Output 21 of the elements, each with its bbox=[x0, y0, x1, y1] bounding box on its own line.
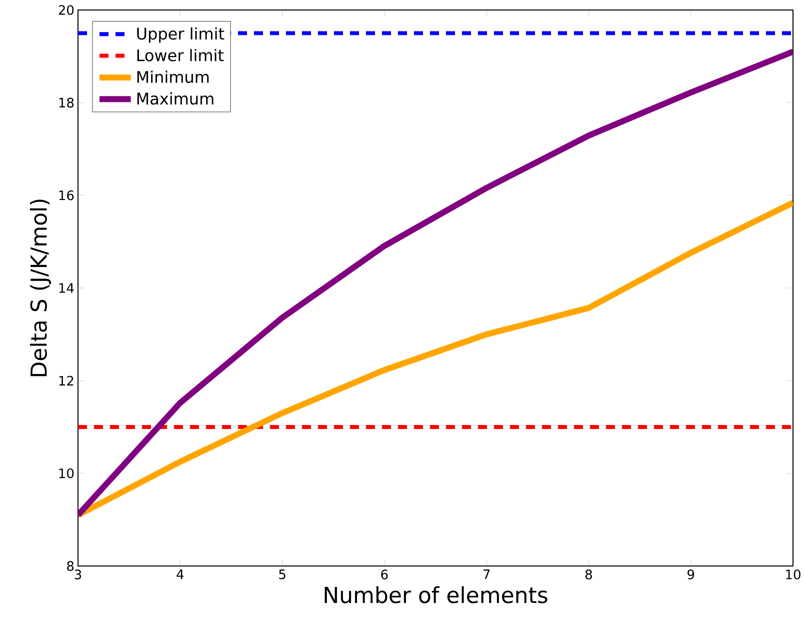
legend-label: Maximum bbox=[137, 92, 214, 105]
x-axis-title: Number of elements bbox=[324, 586, 548, 604]
y-tick-label: 20 bbox=[58, 5, 74, 15]
ref-line-label: Upper limit bbox=[137, 27, 224, 43]
y-tick-label: 8 bbox=[67, 561, 74, 571]
y-tick-label: 10 bbox=[59, 468, 74, 478]
y-tick-label: 14 bbox=[59, 283, 74, 293]
y-tick-label: 12 bbox=[59, 376, 74, 386]
x-tick-label: 10 bbox=[786, 570, 800, 580]
x-tick-label: 9 bbox=[688, 570, 694, 580]
x-tick-label: 5 bbox=[279, 570, 286, 580]
y-tick-label: 16 bbox=[59, 190, 74, 200]
legend-label: Minimum bbox=[137, 70, 209, 84]
x-tick-label: 4 bbox=[176, 570, 184, 580]
y-tick-label: 18 bbox=[59, 98, 74, 108]
x-tick-label: 6 bbox=[381, 570, 388, 580]
x-tick-label: 3 bbox=[74, 570, 82, 580]
x-tick-label: 7 bbox=[484, 570, 490, 580]
y-axis-title: Delta S (J/K/mol) bbox=[30, 200, 52, 376]
x-tick-label: 8 bbox=[585, 570, 592, 580]
legend-label: Lower limit bbox=[137, 48, 224, 62]
